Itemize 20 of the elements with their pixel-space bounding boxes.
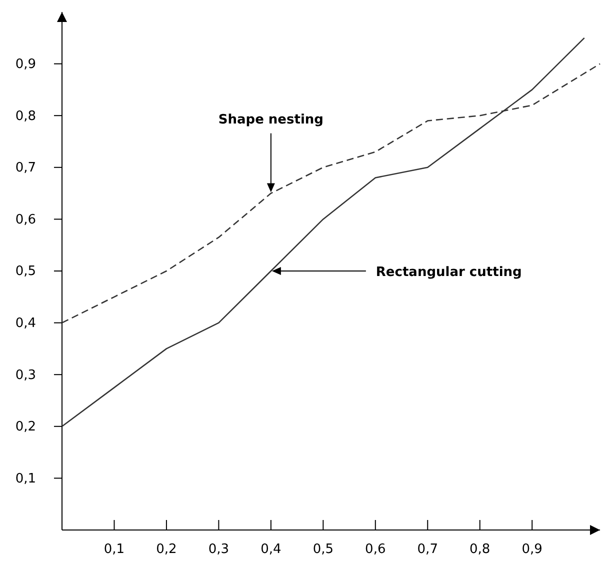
y-tick-label: 0,3	[15, 368, 36, 383]
x-tick-label: 0,3	[208, 542, 230, 558]
x-tick-label: 0,1	[104, 542, 125, 558]
y-tick-label: 0,7	[15, 160, 36, 176]
x-tick-label: 0,6	[365, 542, 386, 558]
annotation: Rectangular cutting	[376, 265, 522, 280]
annotation: Shape nesting	[218, 112, 324, 128]
x-tick-label: 0,2	[156, 542, 177, 558]
y-tick-label: 0,9	[15, 56, 36, 72]
y-tick-label: 0,4	[15, 316, 36, 331]
x-tick-label: 0,4	[260, 542, 282, 558]
y-tick-label: 0,6	[15, 212, 36, 228]
y-tick-label: 0,8	[15, 108, 36, 124]
x-tick-label: 0,7	[417, 542, 438, 558]
x-tick-label: 0,8	[470, 542, 490, 558]
y-tick-label: 0,1	[15, 471, 36, 486]
y-tick-label: 0,2	[15, 420, 36, 435]
y-tick-label: 0,5	[15, 264, 36, 280]
x-tick-label: 0,5	[312, 542, 334, 558]
x-tick-label: 0,9	[522, 542, 542, 558]
